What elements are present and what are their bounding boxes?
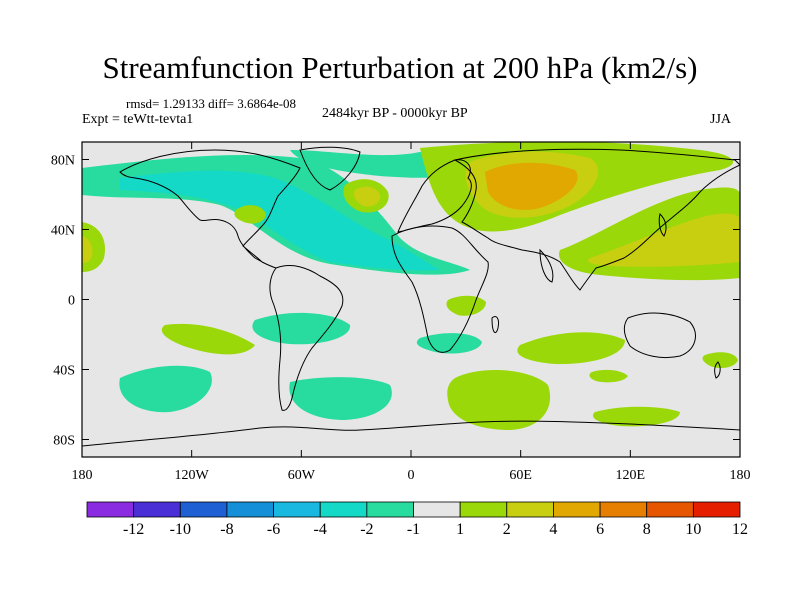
contour-region-neg3 [290, 150, 466, 178]
contour-region-neg2 [120, 170, 440, 271]
stats-label: rmsd= 1.29133 diff= 3.6864e-08 [126, 96, 297, 111]
colorbar-label: -6 [267, 521, 280, 538]
colorbar-label: 4 [549, 521, 557, 538]
season-label: JJA [710, 112, 732, 127]
contour-fields [82, 142, 740, 430]
x-tick-label: 180 [72, 468, 93, 483]
y-axis: 80N 40N 0 40S 80S [51, 154, 740, 449]
colorbar-label: 1 [456, 521, 464, 538]
contour-region-pos13 [517, 332, 625, 365]
contour-region-pos14 [447, 369, 551, 430]
contour-region-pos9 [354, 186, 381, 207]
contour-region-pos15 [589, 369, 628, 383]
contour-region-neg6 [119, 365, 212, 413]
contour-region-pos3 [485, 162, 578, 210]
coastline-australia [623, 312, 696, 359]
colorbar: -12 -10 -8 -6 -4 -2 -1 1 2 4 6 8 10 12 [86, 501, 748, 538]
colorbar-swatch [86, 501, 135, 518]
coastline-south-america [269, 265, 344, 411]
contour-region-pos10 [234, 205, 266, 224]
contour-region-pos11 [161, 323, 255, 355]
colorbar-label: -12 [123, 521, 144, 538]
y-tick-label: 40N [51, 224, 75, 239]
contour-region-neg7 [289, 377, 392, 420]
coastline-madagascar [491, 315, 499, 334]
colorbar-swatch [366, 501, 414, 518]
coastline-new-zealand [714, 361, 721, 379]
contour-region-neg4 [252, 312, 351, 345]
coastline-antarctica [82, 420, 740, 447]
experiment-label: Expt = teWtt-tevta1 [82, 112, 194, 127]
page-title: Streamfunction Perturbation at 200 hPa (… [102, 50, 698, 85]
contour-region-pos5 [588, 213, 740, 267]
colorbar-swatch [692, 501, 741, 518]
colorbar-swatch [506, 501, 554, 518]
colorbar-swatch [273, 501, 321, 518]
colorbar-swatch [226, 501, 274, 518]
colorbar-label: 8 [643, 521, 651, 538]
colorbar-swatch [553, 501, 601, 518]
colorbar-label: 10 [685, 521, 701, 538]
colorbar-swatch [459, 501, 508, 518]
colorbar-label: 2 [503, 521, 511, 538]
coastline-greenland [299, 146, 361, 191]
y-tick-label: 80N [51, 154, 75, 169]
coastline-europe [397, 159, 472, 233]
x-axis: 180 120W 60W 0 60E 120E 180 [72, 142, 751, 483]
coastlines [82, 146, 740, 447]
colorbar-swatch [646, 501, 694, 518]
coastline-africa [391, 225, 489, 353]
x-tick-label: 120E [616, 468, 646, 483]
y-tick-label: 40S [53, 364, 75, 379]
period-label: 2484kyr BP - 0000kyr BP [322, 106, 468, 121]
colorbar-label: -1 [407, 521, 420, 538]
colorbar-swatch [133, 501, 181, 518]
colorbar-label: 6 [596, 521, 604, 538]
colorbar-label: -2 [360, 521, 373, 538]
colorbar-label: -10 [170, 521, 191, 538]
x-tick-label: 120W [175, 468, 210, 483]
colorbar-label: -8 [220, 521, 233, 538]
colorbar-label: 12 [732, 521, 748, 538]
coastline-japan [658, 213, 667, 237]
colorbar-label: -4 [314, 521, 327, 538]
x-tick-label: 60W [288, 468, 316, 483]
contour-region-pos17 [702, 352, 738, 368]
y-tick-label: 80S [53, 434, 75, 449]
coastline-eurasia [453, 148, 740, 291]
coastline-india [539, 248, 554, 283]
coastline-north-america [119, 149, 301, 269]
contour-region-pos16 [592, 406, 680, 427]
colorbar-swatch [319, 501, 368, 518]
colorbar-swatch [599, 501, 648, 518]
y-tick-label: 0 [68, 294, 75, 309]
contour-region-pos7 [82, 236, 93, 263]
colorbar-swatch [413, 501, 461, 518]
x-tick-label: 180 [730, 468, 751, 483]
x-tick-label: 0 [408, 468, 415, 483]
x-tick-label: 60E [509, 468, 532, 483]
colorbar-swatch [179, 501, 228, 518]
